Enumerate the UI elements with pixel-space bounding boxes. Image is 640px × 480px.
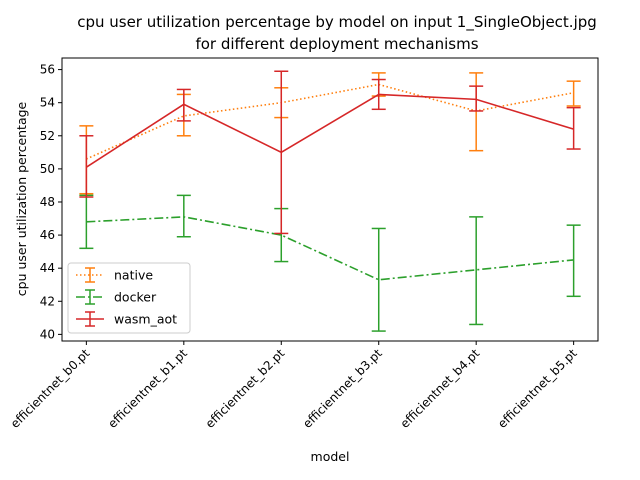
legend-label: wasm_aot xyxy=(114,312,177,327)
y-tick-label: 50 xyxy=(40,162,55,176)
legend-box xyxy=(67,262,191,334)
y-axis-label: cpu user utilization percentage xyxy=(14,101,29,296)
series-line-docker xyxy=(86,216,574,281)
x-axis-label: model xyxy=(311,449,350,464)
y-tick-label: 56 xyxy=(40,63,55,77)
legend-label: docker xyxy=(114,290,157,305)
legend-item-wasm_aot: wasm_aot xyxy=(76,311,177,327)
y-tick-label: 44 xyxy=(40,261,55,275)
series-wasm_aot xyxy=(79,70,581,235)
series-line-native xyxy=(86,83,574,160)
legend-label: native xyxy=(114,268,153,283)
axes-frame xyxy=(61,57,599,342)
y-tick-label: 52 xyxy=(40,129,55,143)
y-tick-label: 40 xyxy=(40,327,55,341)
chart-subtitle: for different deployment mechanisms xyxy=(195,35,478,53)
y-tick-label: 42 xyxy=(40,294,55,308)
series-line-wasm_aot xyxy=(85,93,574,168)
legend-item-docker: docker xyxy=(76,289,157,305)
legend: native docker wasm_aot xyxy=(67,262,191,334)
series-docker xyxy=(79,194,581,332)
chart-title: cpu user utilization percentage by model… xyxy=(77,13,597,32)
y-tick-label: 48 xyxy=(40,195,55,209)
legend-item-native: native xyxy=(76,267,153,283)
y-tick-label: 54 xyxy=(40,96,55,110)
y-tick-label: 46 xyxy=(40,228,55,242)
